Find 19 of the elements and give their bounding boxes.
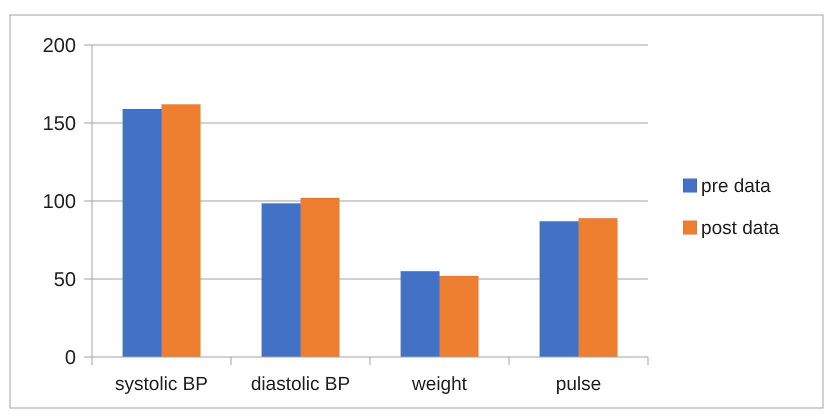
legend-label: pre data (701, 176, 772, 198)
bar (262, 203, 300, 357)
bar (440, 276, 478, 357)
bar (578, 218, 618, 357)
y-tick-label: 200 (42, 35, 76, 57)
y-tick-label: 50 (54, 269, 76, 291)
x-tick-label: weight (411, 374, 468, 395)
y-tick-label: 100 (42, 191, 76, 213)
y-tick-label: 0 (64, 347, 76, 369)
bar (540, 221, 578, 357)
bar (300, 198, 340, 357)
legend-label: post data (701, 218, 780, 240)
y-tick-label: 150 (42, 113, 76, 135)
bar (162, 104, 200, 357)
bar (400, 271, 440, 357)
x-tick-label: systolic BP (115, 374, 208, 395)
x-tick-label: diastolic BP (250, 374, 350, 395)
x-tick-label: pulse (556, 374, 602, 395)
bar (122, 108, 162, 357)
